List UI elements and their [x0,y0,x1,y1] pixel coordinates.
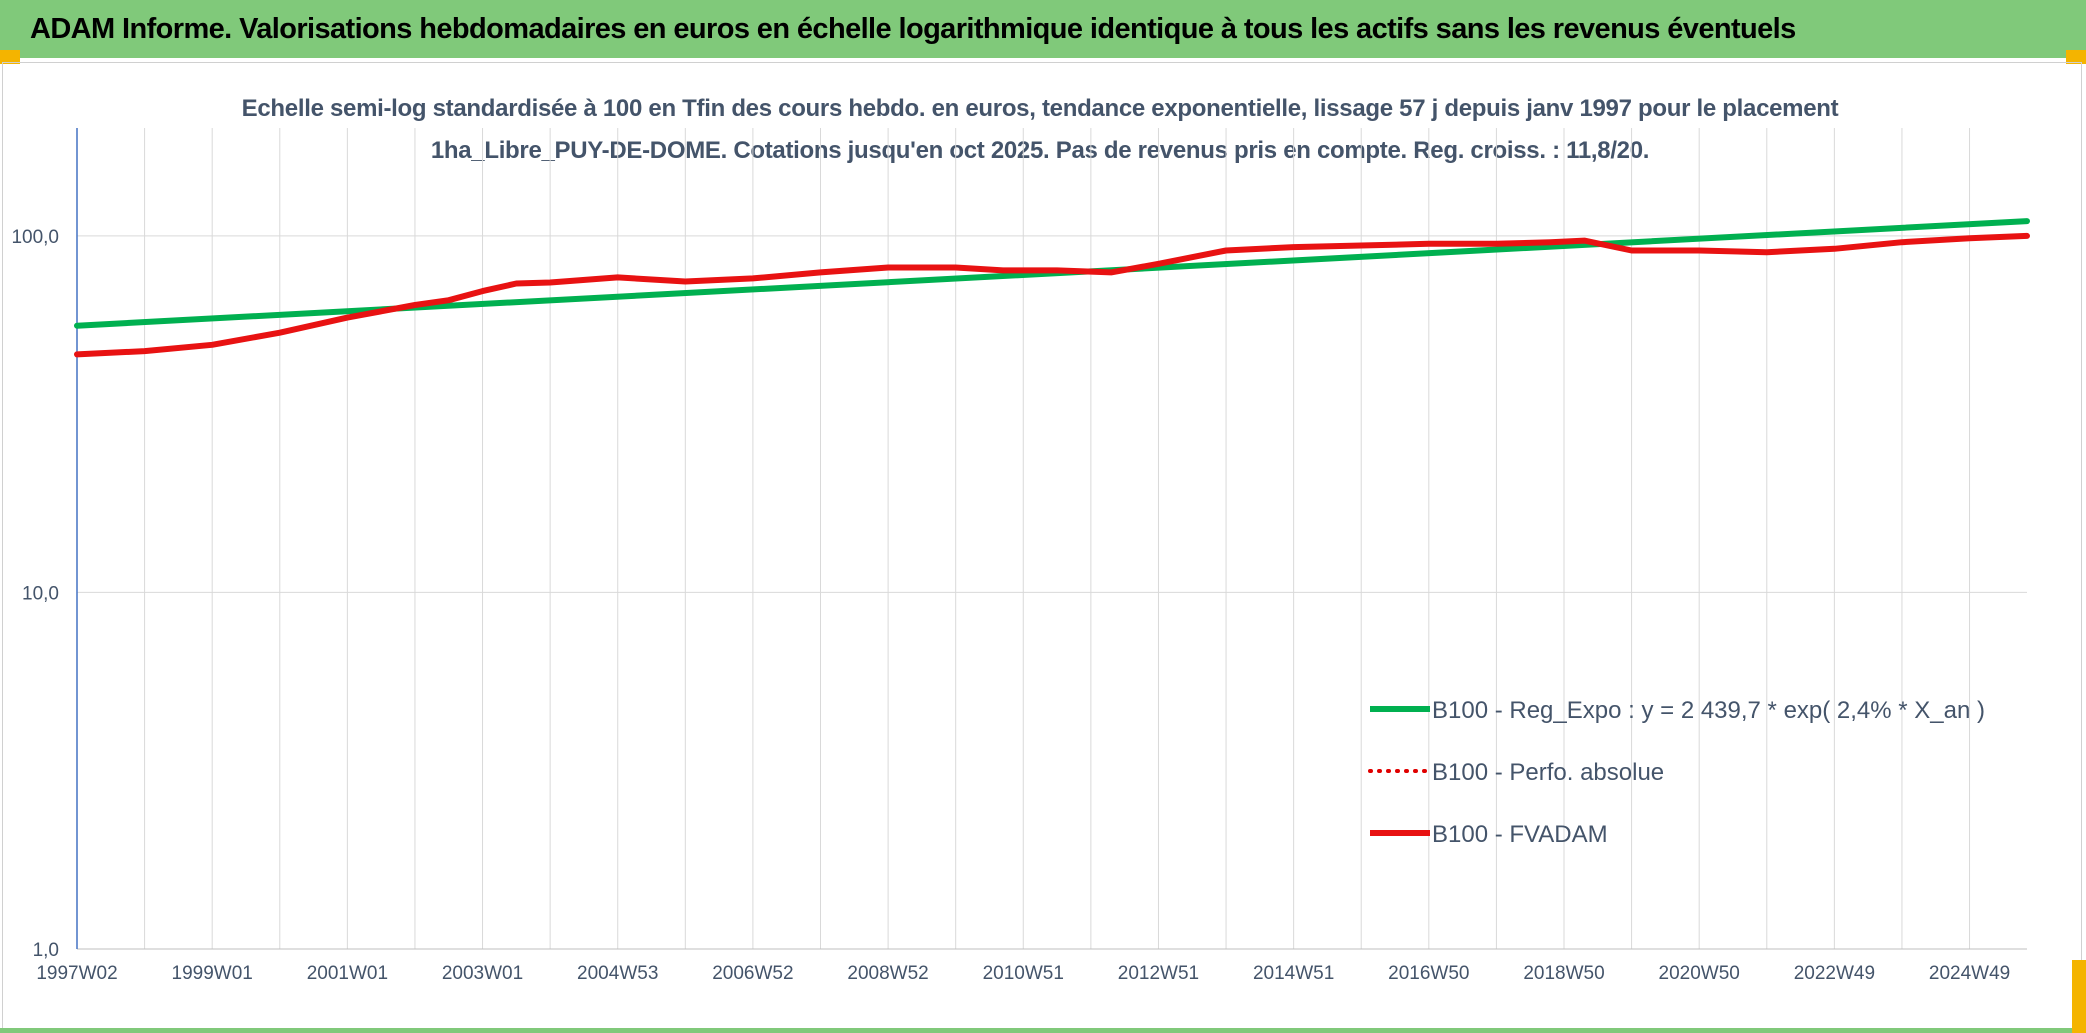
x-tick-label: 2008W52 [847,963,928,984]
report-title: ADAM Informe. Valorisations hebdomadaire… [30,12,1796,45]
x-tick-label: 2024W49 [1929,963,2010,984]
x-tick-label: 2018W50 [1523,963,1604,984]
report-banner: ADAM Informe. Valorisations hebdomadaire… [0,0,2086,58]
corner-accent-right [2066,50,2086,64]
y-tick-label: 1,0 [33,940,59,961]
legend-label-2: B100 - Perfo. absolue [1432,759,1664,786]
x-tick-label: 2016W50 [1388,963,1469,984]
legend-label-1: B100 - Reg_Expo : y = 2 439,7 * exp( 2,4… [1432,697,1985,724]
x-tick-label: 2004W53 [577,963,658,984]
x-tick-label: 2020W50 [1659,963,1740,984]
x-tick-label: 1997W02 [36,963,117,984]
legend-label-3: B100 - FVADAM [1432,821,1608,848]
corner-accent-left [0,50,20,64]
x-tick-label: 2014W51 [1253,963,1334,984]
series-line-3 [74,232,2030,358]
x-tick-label: 2003W01 [442,963,523,984]
x-tick-label: 2022W49 [1794,963,1875,984]
y-tick-label: 10,0 [22,583,59,604]
x-tick-label: 2010W51 [983,963,1064,984]
x-tick-label: 2001W01 [307,963,388,984]
right-corner-accent [2072,960,2086,1033]
series-line-1 [74,218,2030,329]
y-tick-label: 100,0 [11,227,59,248]
x-tick-label: 2012W51 [1118,963,1199,984]
x-tick-label: 2006W52 [712,963,793,984]
bottom-border [0,1028,2086,1033]
chart-title: Echelle semi-log standardisée à 100 en T… [241,95,1839,164]
x-tick-label: 1999W01 [172,963,253,984]
